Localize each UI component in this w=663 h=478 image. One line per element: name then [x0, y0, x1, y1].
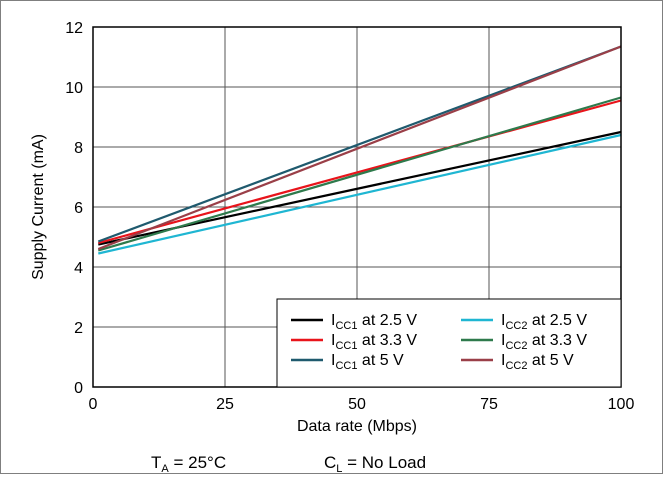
load-capacitance-label: CL = No Load — [324, 453, 426, 473]
legend-item-label: ICC1 at 2.5 V — [331, 312, 417, 332]
series-line-6 — [97, 45, 622, 251]
y-tick-label: 0 — [74, 380, 83, 397]
y-tick-label: 12 — [65, 20, 83, 37]
series-line-2 — [97, 99, 622, 245]
x-axis-label: Data rate (Mbps) — [297, 418, 417, 435]
series-line-5 — [97, 96, 622, 252]
legend-item-label: ICC2 at 5 V — [501, 352, 574, 372]
x-tick-label: 50 — [348, 396, 366, 413]
x-tick-label: 100 — [608, 396, 635, 413]
y-axis-label: Supply Current (mA) — [30, 134, 47, 280]
legend-item-label: ICC2 at 2.5 V — [501, 312, 587, 332]
y-axis-ticks: 0 2 4 6 8 10 12 — [65, 20, 83, 397]
x-tick-label: 0 — [89, 396, 98, 413]
legend-item-label: ICC1 at 5 V — [331, 352, 404, 372]
series-line-3 — [97, 45, 622, 243]
ambient-temperature-label: TA = 25°C — [151, 453, 226, 473]
series-lines — [97, 45, 622, 255]
series-line-4 — [98, 133, 622, 255]
x-axis-ticks: 0 25 50 75 100 — [89, 396, 635, 413]
y-tick-label: 6 — [74, 200, 83, 217]
conditions-footer: TA = 25°C CL = No Load — [151, 453, 426, 475]
legend-item-label: ICC2 at 3.3 V — [501, 332, 587, 352]
x-tick-label: 75 — [480, 396, 498, 413]
legend-item-label: ICC1 at 3.3 V — [331, 332, 417, 352]
y-tick-label: 8 — [74, 140, 83, 157]
y-tick-label: 10 — [65, 80, 83, 97]
grid-lines — [93, 27, 621, 387]
y-tick-label: 4 — [74, 260, 83, 277]
x-tick-label: 25 — [216, 396, 234, 413]
y-tick-label: 2 — [74, 320, 83, 337]
legend-box — [276, 298, 622, 388]
